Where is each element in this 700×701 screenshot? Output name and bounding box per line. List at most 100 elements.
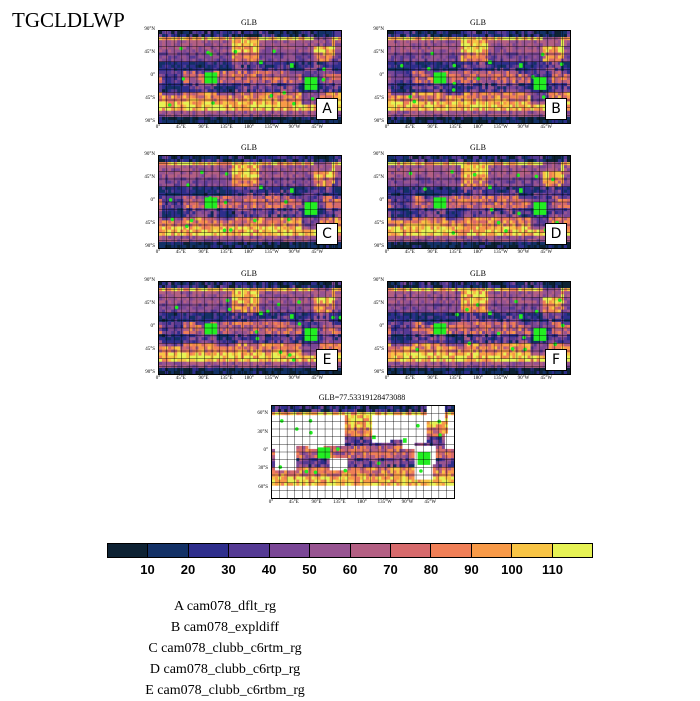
legend-item-b: B cam078_expldiff bbox=[0, 617, 450, 638]
lat-tick-label: 45°N bbox=[366, 301, 384, 306]
colorbar-swatch bbox=[108, 544, 148, 557]
colorbar-swatch bbox=[351, 544, 391, 557]
colorbar-tick-label: 90 bbox=[452, 562, 492, 577]
lat-tick-label: 90°S bbox=[137, 119, 155, 124]
panel-title: GLB bbox=[136, 18, 362, 27]
lon-tick-label: 45°W bbox=[304, 250, 330, 255]
lat-tick-label: 45°N bbox=[137, 175, 155, 180]
lat-tick-label: 90°S bbox=[366, 370, 384, 375]
colorbar-swatch bbox=[512, 544, 552, 557]
lat-tick-label: 90°N bbox=[137, 152, 155, 157]
lat-tick-label: 0° bbox=[366, 198, 384, 203]
map-plot bbox=[387, 281, 571, 375]
lon-tick-label: 45°W bbox=[304, 376, 330, 381]
lat-tick-label: 0° bbox=[366, 73, 384, 78]
panel-title: GLB bbox=[365, 143, 591, 152]
lat-tick-label: 45°S bbox=[137, 96, 155, 101]
lat-tick-label: 45°S bbox=[366, 347, 384, 352]
lat-tick-label: 90°S bbox=[137, 244, 155, 249]
lat-tick-label: 45°N bbox=[366, 175, 384, 180]
lat-tick-label: 0° bbox=[250, 448, 268, 453]
colorbar-tick-label: 20 bbox=[168, 562, 208, 577]
legend-item-e: E cam078_clubb_c6rtbm_rg bbox=[0, 680, 450, 701]
colorbar-swatch bbox=[431, 544, 471, 557]
lat-tick-label: 45°N bbox=[137, 301, 155, 306]
panel-letter-a: A bbox=[316, 98, 338, 120]
colorbar-tick-label: 10 bbox=[128, 562, 168, 577]
lat-tick-label: 90°S bbox=[366, 119, 384, 124]
map-plot bbox=[158, 281, 342, 375]
colorbar-swatch bbox=[148, 544, 188, 557]
lon-tick-label: 45°W bbox=[304, 125, 330, 130]
panel-letter-c: C bbox=[316, 223, 338, 245]
lat-tick-label: 90°N bbox=[366, 27, 384, 32]
panel-title: GLB bbox=[365, 269, 591, 278]
legend-item-c: C cam078_clubb_c6rtm_rg bbox=[0, 638, 450, 659]
colorbar-tick-label: 30 bbox=[209, 562, 249, 577]
panel-title: GLB=77.53319128473088 bbox=[249, 393, 475, 402]
lat-tick-label: 0° bbox=[366, 324, 384, 329]
lat-tick-label: 90°N bbox=[137, 278, 155, 283]
lat-tick-label: 90°S bbox=[366, 244, 384, 249]
lat-tick-label: 45°S bbox=[137, 221, 155, 226]
panel-letter-d: D bbox=[545, 223, 567, 245]
lat-tick-label: 90°N bbox=[366, 152, 384, 157]
map-plot bbox=[271, 405, 455, 499]
colorbar-tick-label: 100 bbox=[492, 562, 532, 577]
lat-tick-label: 0° bbox=[137, 324, 155, 329]
lat-tick-label: 90°S bbox=[137, 370, 155, 375]
colorbar-swatch bbox=[472, 544, 512, 557]
lat-tick-label: 30°N bbox=[250, 430, 268, 435]
lat-tick-label: 45°S bbox=[366, 221, 384, 226]
lat-tick-label: 45°S bbox=[366, 96, 384, 101]
colorbar-swatch bbox=[553, 544, 592, 557]
map-plot bbox=[387, 155, 571, 249]
map-plot bbox=[387, 30, 571, 124]
lon-tick-label: 45°W bbox=[533, 125, 559, 130]
panel-title: GLB bbox=[136, 143, 362, 152]
lat-tick-label: 30°S bbox=[250, 466, 268, 471]
lat-tick-label: 45°N bbox=[137, 50, 155, 55]
legend-item-d: D cam078_clubb_c6rtp_rg bbox=[0, 659, 450, 680]
colorbar bbox=[107, 543, 593, 558]
colorbar-tick-label: 40 bbox=[249, 562, 289, 577]
panel-letter-b: B bbox=[545, 98, 567, 120]
page-title: TGCLDLWP bbox=[12, 8, 125, 33]
legend-item-a: A cam078_dflt_rg bbox=[0, 596, 450, 617]
lat-tick-label: 90°N bbox=[366, 278, 384, 283]
colorbar-swatch bbox=[391, 544, 431, 557]
colorbar-tick-label: 60 bbox=[330, 562, 370, 577]
colorbar-tick-label: 50 bbox=[290, 562, 330, 577]
panel-letter-f: F bbox=[545, 349, 567, 371]
panel-title: GLB bbox=[136, 269, 362, 278]
lon-tick-label: 45°W bbox=[417, 500, 443, 505]
lat-tick-label: 90°N bbox=[137, 27, 155, 32]
colorbar-tick-label: 80 bbox=[411, 562, 451, 577]
lat-tick-label: 0° bbox=[137, 73, 155, 78]
colorbar-swatch bbox=[229, 544, 269, 557]
lat-tick-label: 60°S bbox=[250, 485, 268, 490]
colorbar-tick-label: 110 bbox=[533, 562, 573, 577]
panel-letter-e: E bbox=[316, 349, 338, 371]
colorbar-tick-label: 70 bbox=[371, 562, 411, 577]
map-plot bbox=[158, 30, 342, 124]
lat-tick-label: 60°N bbox=[250, 411, 268, 416]
lon-tick-label: 45°W bbox=[533, 250, 559, 255]
legend: A cam078_dflt_rg B cam078_expldiff C cam… bbox=[0, 596, 450, 701]
colorbar-swatch bbox=[189, 544, 229, 557]
lat-tick-label: 45°S bbox=[137, 347, 155, 352]
colorbar-swatch bbox=[270, 544, 310, 557]
lat-tick-label: 0° bbox=[137, 198, 155, 203]
colorbar-swatch bbox=[310, 544, 350, 557]
map-plot bbox=[158, 155, 342, 249]
lat-tick-label: 45°N bbox=[366, 50, 384, 55]
panel-title: GLB bbox=[365, 18, 591, 27]
lon-tick-label: 45°W bbox=[533, 376, 559, 381]
